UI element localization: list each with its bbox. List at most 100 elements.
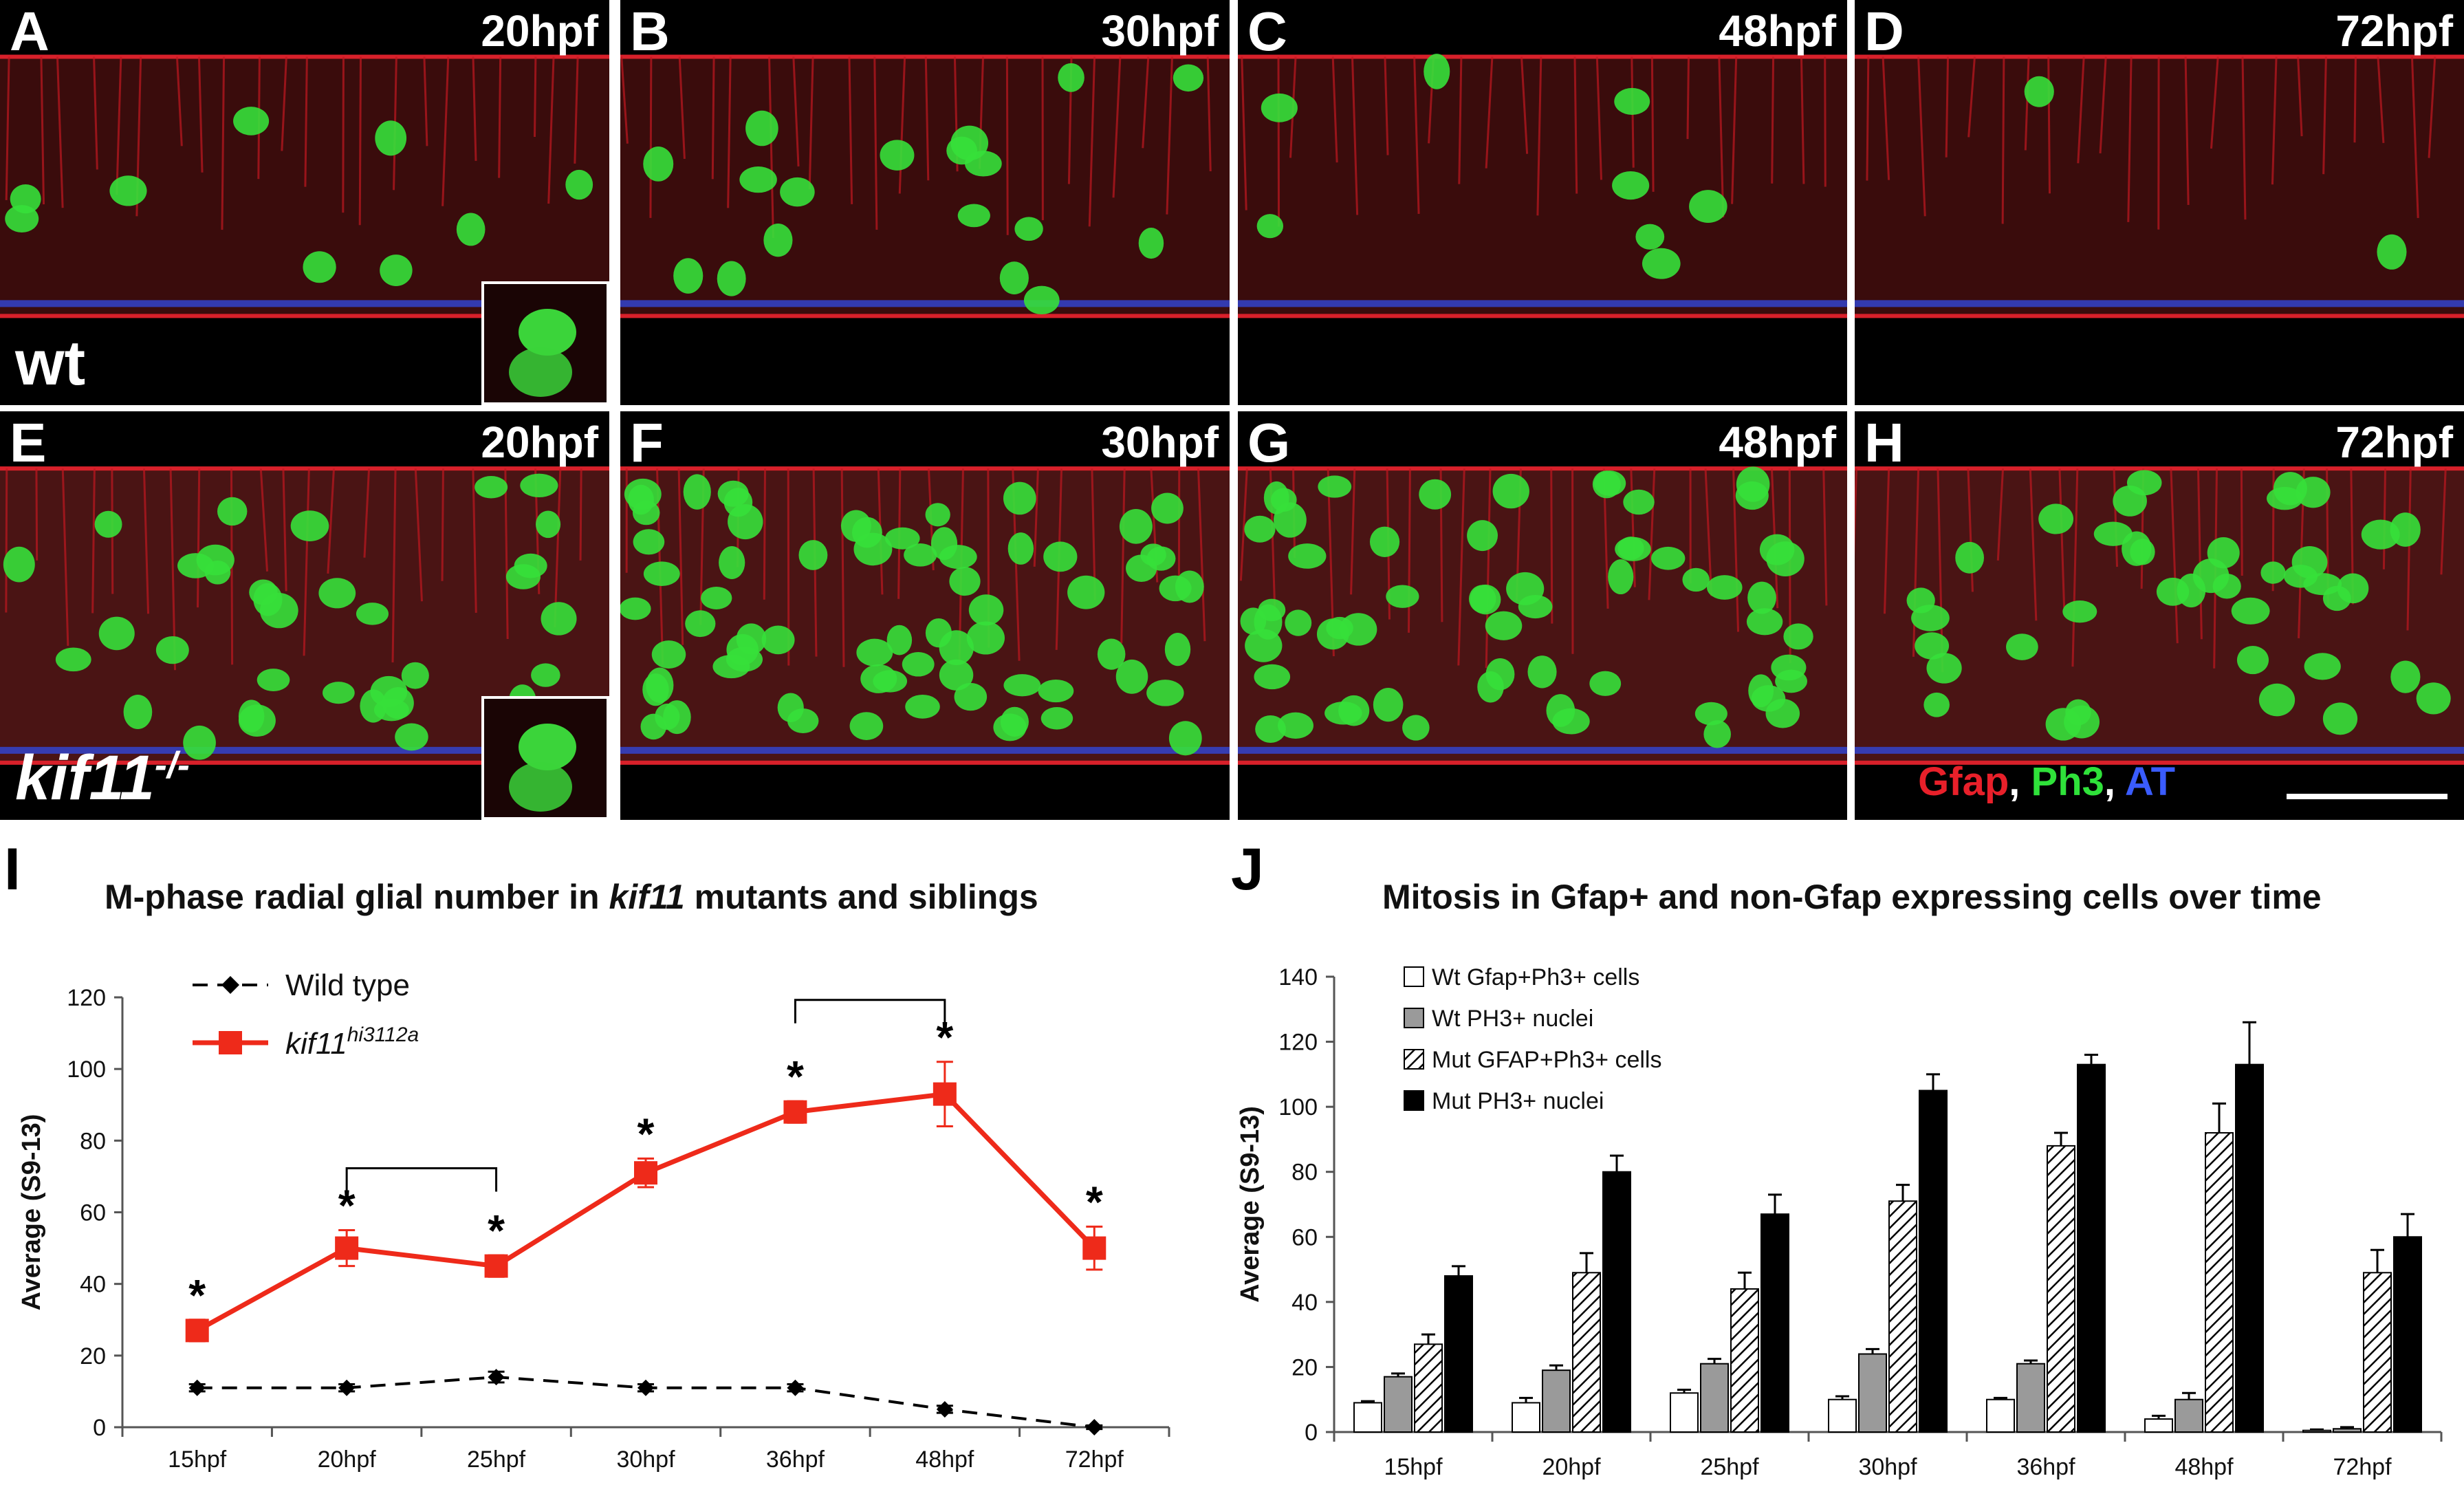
bar xyxy=(2393,1236,2422,1433)
data-point xyxy=(634,1161,657,1185)
stain-legend-at: AT xyxy=(2124,759,2175,804)
micrograph-image xyxy=(0,466,609,765)
bar xyxy=(1572,1272,1601,1433)
micrograph-panel-e: E 20hpf kif11-/- xyxy=(0,411,609,820)
y-tick-label: 0 xyxy=(1305,1420,1318,1446)
y-tick-label: 80 xyxy=(1291,1160,1318,1186)
chart-j-bar-chart: 0 20 40 60 80 100 120 140 15hpf 20hpf 25hpf 30hpf 36… xyxy=(1236,964,2443,1480)
panel-letter: C xyxy=(1247,1,1287,62)
data-point xyxy=(335,1236,359,1260)
bar xyxy=(2333,1428,2362,1433)
bar xyxy=(1670,1392,1699,1433)
chart-i-letter: I xyxy=(4,836,21,902)
data-point xyxy=(185,1319,209,1343)
data-point xyxy=(1086,1419,1103,1435)
significance-marker: * xyxy=(637,1109,655,1158)
x-tick-label: 20hpf xyxy=(318,1446,377,1473)
chart-i-line-chart: 0 20 40 60 80 100 120 15hpf 20hpf 25hpf 30hpf 36hpf… xyxy=(17,968,1170,1473)
significance-bracket xyxy=(345,1167,498,1192)
bar xyxy=(2205,1131,2234,1433)
scale-bar xyxy=(2287,794,2447,799)
y-axis-label: Average (S9-13) xyxy=(1236,1106,1265,1303)
y-tick-label: 20 xyxy=(80,1343,106,1369)
bar xyxy=(1760,1213,1789,1433)
bar xyxy=(1919,1090,1948,1433)
micrograph-panel-g: G 48hpf xyxy=(1238,411,1847,820)
bar xyxy=(1353,1402,1382,1433)
bar xyxy=(1444,1275,1473,1433)
zoom-inset xyxy=(481,696,609,820)
significance-marker: * xyxy=(787,1052,804,1101)
bar xyxy=(1700,1363,1729,1433)
panel-letter: D xyxy=(1864,1,1904,62)
legend-label: Mut GFAP+Ph3+ cells xyxy=(1432,1047,1662,1073)
y-tick-label: 60 xyxy=(80,1200,106,1226)
y-tick-label: 120 xyxy=(1278,1030,1318,1056)
legend-label: Wt Gfap+Ph3+ cells xyxy=(1432,964,1639,990)
panel-timepoint: 30hpf xyxy=(1101,418,1219,467)
micrograph-image xyxy=(1238,466,1847,765)
stain-legend-sep1: , xyxy=(2009,759,2031,804)
y-tick-label: 80 xyxy=(80,1128,106,1154)
micrograph-panel-a: A 20hpf wt xyxy=(0,0,609,405)
bar xyxy=(2302,1429,2331,1433)
bar xyxy=(1730,1288,1759,1433)
y-tick-label: 100 xyxy=(67,1056,106,1083)
x-tick-label: 15hpf xyxy=(168,1446,227,1473)
x-tick-label: 48hpf xyxy=(2174,1454,2234,1480)
panel-timepoint: 30hpf xyxy=(1101,6,1219,56)
micrograph-image xyxy=(0,54,609,318)
x-tick-label: 20hpf xyxy=(1542,1454,1601,1480)
data-point xyxy=(787,1379,804,1396)
micrograph-panel-b: B 30hpf xyxy=(620,0,1230,405)
legend-swatch xyxy=(1404,1008,1424,1028)
micrograph-panel-c: C 48hpf xyxy=(1238,0,1847,405)
y-axis-label: Average (S9-13) xyxy=(17,1114,46,1311)
y-tick-label: 120 xyxy=(67,985,106,1011)
chart-i-title-italic: kif11 xyxy=(609,878,685,916)
data-point xyxy=(637,1379,654,1396)
micrograph-image xyxy=(1855,466,2464,765)
x-tick-label: 15hpf xyxy=(1384,1454,1443,1480)
legend-marker-wt xyxy=(221,976,239,994)
stain-legend-ph3: Ph3 xyxy=(2031,759,2104,804)
panel-letter: H xyxy=(1864,412,1904,473)
bar xyxy=(1414,1343,1443,1433)
stain-legend-gfap: Gfap xyxy=(1918,759,2009,804)
bar xyxy=(2363,1272,2392,1433)
chart-i-title-post: mutants and siblings xyxy=(684,878,1038,916)
panel-timepoint: 48hpf xyxy=(1719,418,1836,467)
bar xyxy=(1512,1402,1540,1433)
data-point xyxy=(484,1254,508,1278)
bar xyxy=(2174,1398,2203,1433)
y-tick-label: 140 xyxy=(1278,964,1318,990)
panel-letter: B xyxy=(630,1,670,62)
bar xyxy=(2235,1063,2264,1433)
y-tick-label: 0 xyxy=(93,1415,106,1441)
legend-label-wt: Wild type xyxy=(285,968,410,1002)
zoom-inset xyxy=(481,281,609,405)
micrograph-panel-d: D 72hpf xyxy=(1855,0,2464,405)
data-point xyxy=(783,1100,807,1124)
micrograph-panel-f: F 30hpf xyxy=(620,411,1230,820)
stain-legend-sep2: , xyxy=(2104,759,2125,804)
panel-genotype: kif11-/- xyxy=(15,743,190,813)
micrograph-image xyxy=(1238,54,1847,318)
x-tick-label: 36hpf xyxy=(2016,1454,2075,1480)
bar xyxy=(1828,1398,1857,1433)
panel-timepoint: 72hpf xyxy=(2335,418,2453,467)
chart-i-title-pre: M-phase radial glial number in xyxy=(105,878,609,916)
data-point xyxy=(188,1379,206,1396)
panel-timepoint: 20hpf xyxy=(481,6,598,56)
x-tick-label: 72hpf xyxy=(2333,1454,2392,1480)
panel-genotype: wt xyxy=(15,328,86,398)
bar xyxy=(1986,1398,2015,1433)
legend-marker-mut xyxy=(219,1031,242,1054)
x-tick-label: 36hpf xyxy=(766,1446,825,1473)
legend-label: Wt PH3+ nuclei xyxy=(1432,1006,1593,1032)
y-tick-label: 60 xyxy=(1291,1224,1318,1250)
data-point xyxy=(338,1379,356,1396)
panel-letter: G xyxy=(1247,412,1291,473)
data-point xyxy=(936,1400,953,1418)
x-tick-label: 30hpf xyxy=(1858,1454,1917,1480)
